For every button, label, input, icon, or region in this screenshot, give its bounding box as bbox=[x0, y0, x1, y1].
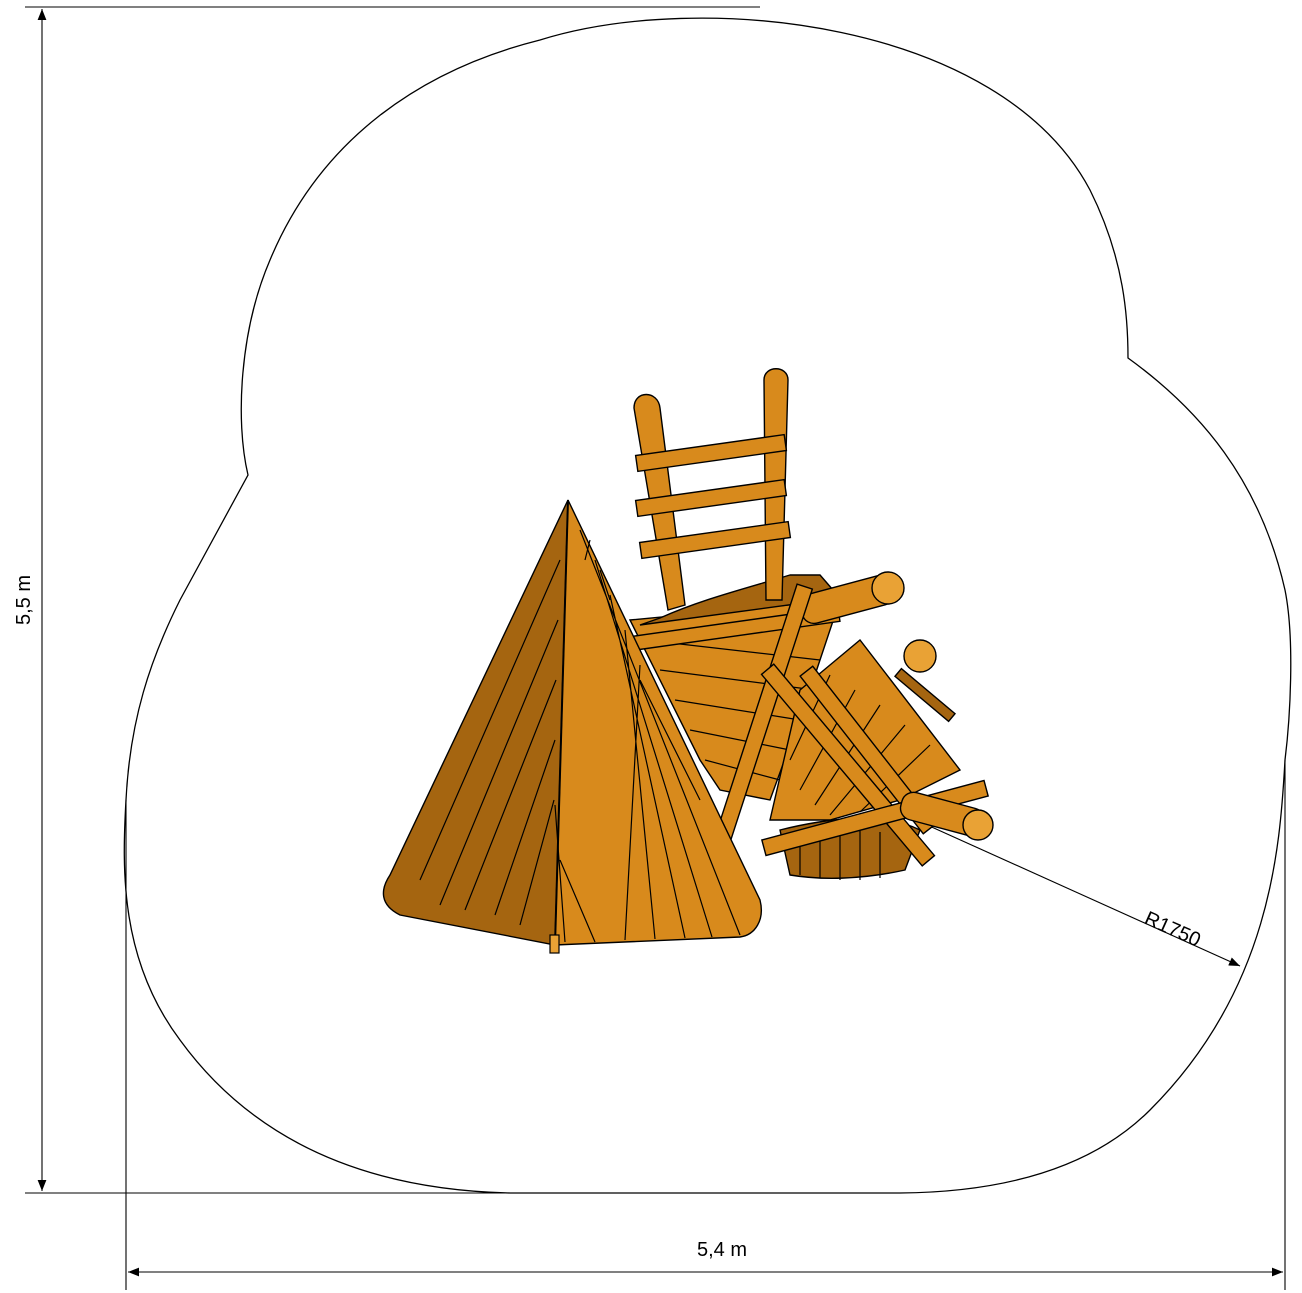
radius-line bbox=[904, 814, 1241, 967]
climbing-ladder bbox=[633, 368, 792, 611]
play-structure-illustration bbox=[382, 368, 994, 954]
safety-zone-outline bbox=[123, 17, 1292, 1194]
log-beams bbox=[629, 571, 994, 867]
height-dimension: 5,5 m bbox=[13, 6, 760, 1194]
width-label: 5,4 m bbox=[697, 1239, 747, 1261]
width-dimension: 5,4 m bbox=[125, 760, 1286, 1290]
height-label: 5,5 m bbox=[13, 575, 35, 625]
pyramid-roof bbox=[382, 499, 762, 954]
radius-label: R1750 bbox=[1141, 907, 1204, 951]
radius-dimension: R1750 bbox=[904, 814, 1241, 967]
